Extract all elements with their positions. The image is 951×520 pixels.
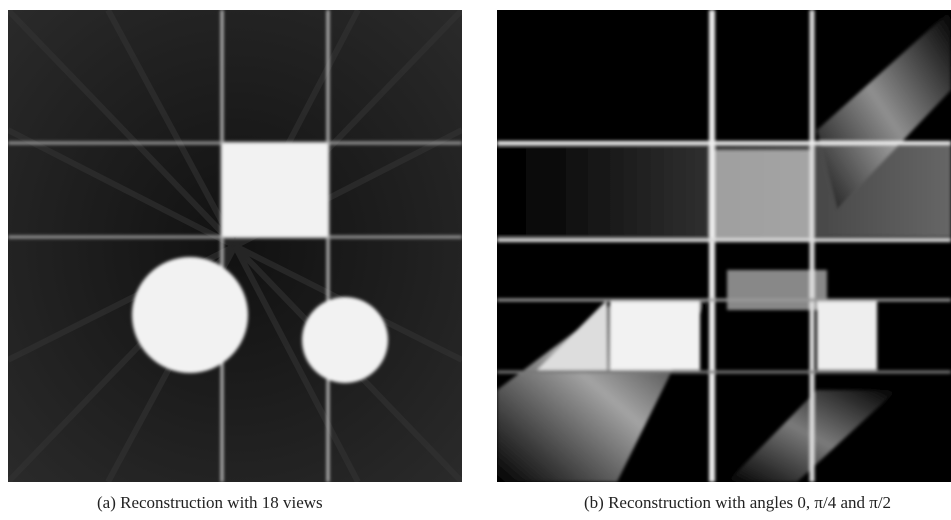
reconstruction-image-a bbox=[8, 10, 462, 482]
caption: (a) Reconstruction with 18 views bbox=[97, 493, 323, 512]
reconstruction-image-b bbox=[497, 10, 951, 482]
caption: (b) Reconstruction with angles 0, π/4 an… bbox=[584, 493, 892, 512]
